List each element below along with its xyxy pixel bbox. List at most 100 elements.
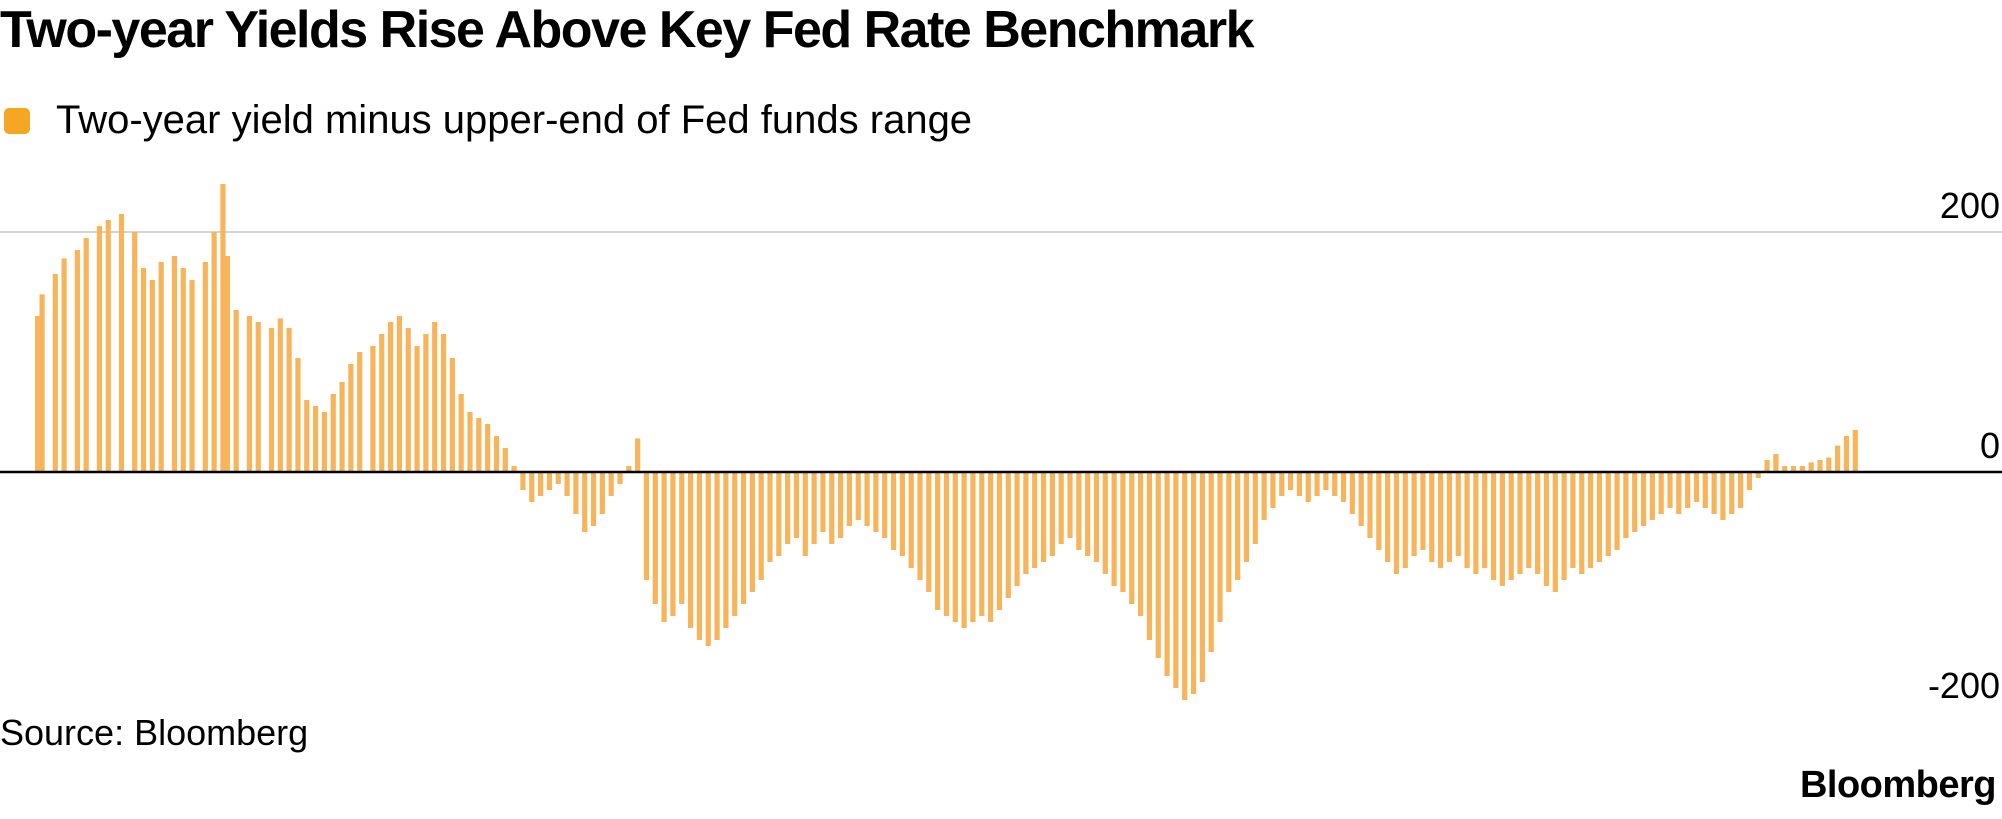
bar — [785, 472, 791, 544]
bar — [1296, 472, 1303, 496]
bar — [277, 318, 283, 472]
bar — [1482, 472, 1488, 568]
bar — [696, 472, 703, 640]
bar — [546, 472, 553, 490]
bar — [1102, 472, 1108, 574]
bar — [52, 274, 58, 472]
bar — [1640, 472, 1647, 526]
bar — [1182, 472, 1188, 700]
bar — [440, 334, 447, 472]
bar — [1693, 472, 1700, 502]
bar — [749, 472, 755, 592]
bar — [1023, 472, 1029, 574]
bar — [1552, 472, 1558, 592]
bar — [1376, 472, 1382, 550]
bar — [1649, 472, 1655, 520]
bar — [846, 472, 853, 526]
bar — [1543, 472, 1550, 586]
bar-series — [35, 184, 1858, 700]
bar — [1217, 472, 1223, 622]
bar — [1226, 472, 1232, 592]
bar — [1332, 472, 1338, 496]
bar — [1014, 472, 1020, 586]
bar — [1049, 472, 1055, 556]
bar — [286, 328, 292, 472]
legend-swatch — [4, 107, 30, 134]
bar — [837, 472, 844, 538]
bar — [1085, 472, 1091, 556]
bar — [1614, 472, 1620, 550]
bar — [564, 472, 570, 496]
bar — [1032, 472, 1038, 568]
bar — [1129, 472, 1135, 604]
bar — [1067, 472, 1073, 538]
bar — [1782, 466, 1788, 472]
bar — [268, 328, 275, 472]
bar — [740, 472, 747, 604]
bar — [970, 472, 976, 622]
bar — [1279, 472, 1285, 496]
bar — [1446, 472, 1453, 562]
bar — [1287, 472, 1294, 490]
bar — [555, 472, 561, 484]
bar — [626, 466, 632, 472]
bar — [432, 322, 438, 472]
bar — [1508, 472, 1514, 580]
bar — [917, 472, 923, 580]
bar — [537, 472, 544, 496]
chart-title: Two-year Yields Rise Above Key Fed Rate … — [0, 1, 1254, 59]
bar — [714, 472, 720, 640]
bar — [1058, 472, 1064, 544]
bar — [1623, 472, 1629, 538]
bar — [348, 364, 354, 472]
bar — [1111, 472, 1117, 586]
bar — [979, 472, 985, 616]
bar — [330, 394, 336, 472]
bar — [661, 472, 667, 622]
bar — [908, 472, 914, 568]
bar — [882, 472, 888, 538]
bar — [387, 322, 394, 472]
bar — [829, 472, 835, 544]
bar — [502, 448, 508, 472]
bar — [873, 472, 879, 532]
bar — [396, 316, 403, 472]
bar — [811, 472, 817, 544]
bar — [1190, 472, 1197, 694]
bar — [1561, 472, 1567, 580]
bar — [140, 268, 147, 472]
bar — [590, 472, 597, 526]
bar — [1420, 472, 1426, 550]
bar — [1817, 460, 1823, 472]
bar — [1402, 472, 1408, 568]
bar — [996, 472, 1003, 610]
bar — [149, 280, 155, 472]
bar — [1711, 472, 1717, 514]
bar — [485, 424, 491, 472]
bar — [118, 214, 125, 472]
grid-lines — [0, 231, 2002, 233]
bloomberg-logo: Bloomberg — [1799, 764, 1997, 806]
bar — [723, 472, 729, 628]
bar — [926, 472, 932, 592]
bar — [1702, 472, 1708, 508]
bar — [1093, 472, 1100, 562]
bar — [339, 382, 345, 472]
bar — [180, 268, 186, 472]
bar — [458, 394, 464, 472]
bar — [379, 334, 385, 472]
bar — [1755, 472, 1761, 478]
bar — [899, 472, 905, 556]
y-tick-label: 0 — [1980, 425, 2000, 466]
bar — [1587, 472, 1594, 568]
source-note: Source: Bloomberg — [0, 712, 309, 753]
bar — [1826, 457, 1832, 472]
bar — [449, 358, 455, 472]
bar — [1737, 472, 1744, 508]
bar — [1155, 472, 1161, 658]
y-axis-labels: 400 bps2000-200 — [1928, 185, 2000, 700]
bar — [202, 262, 208, 472]
bar — [687, 472, 694, 628]
bar — [1499, 472, 1505, 586]
bar — [1720, 472, 1726, 520]
